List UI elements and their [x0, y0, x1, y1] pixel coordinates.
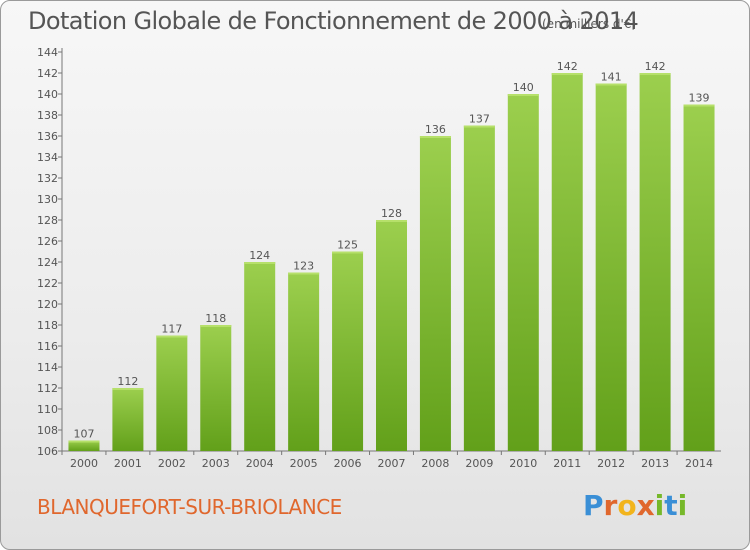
data-label: 112	[117, 375, 138, 388]
data-label: 142	[557, 60, 578, 73]
y-tick-label: 120	[37, 298, 58, 311]
bar-highlight	[68, 440, 100, 443]
y-tick-label: 142	[37, 67, 58, 80]
bar-highlight	[376, 220, 407, 222]
bar-highlight	[683, 104, 715, 107]
bar-highlight	[112, 388, 144, 390]
bar-highlight	[332, 251, 364, 254]
y-tick-label: 128	[37, 214, 58, 227]
y-tick-label: 112	[37, 382, 58, 395]
logo-letter: o	[617, 489, 637, 522]
x-axis: 2000 2001 2002 2003 2004 2005 2006 2007 2008 2009…	[61, 450, 721, 470]
x-tick-label: 2011	[553, 457, 581, 470]
x-tick-label: 2001	[114, 457, 142, 470]
bar-highlight	[507, 94, 539, 96]
proxiti-logo: Proxiti	[583, 489, 687, 522]
y-tick-label: 110	[37, 403, 58, 416]
data-label: 142	[645, 60, 666, 73]
y-tick-label: 134	[37, 151, 58, 164]
x-tick-label: 2000	[70, 457, 98, 470]
data-label: 140	[513, 81, 534, 94]
data-label: 125	[337, 239, 358, 252]
data-label: 128	[381, 207, 402, 220]
data-label: 139	[689, 92, 710, 105]
x-tick-label: 2007	[378, 457, 406, 470]
y-axis: 106 108 110 112 114 116 118 120 122 124 126 128 130 1…	[37, 46, 63, 458]
data-label: 117	[161, 323, 182, 336]
bar-highlight	[200, 325, 232, 327]
bar	[244, 262, 276, 451]
bar	[463, 125, 495, 451]
x-tick-label: 2006	[334, 457, 362, 470]
bar-highlight	[419, 136, 451, 138]
bar	[156, 335, 188, 451]
logo-letter: i	[677, 489, 688, 522]
bar	[288, 272, 320, 451]
bars	[68, 73, 715, 451]
bar	[639, 73, 671, 451]
bar-highlight	[156, 335, 188, 338]
chart-subtitle: (en milliers d'€)	[542, 17, 637, 31]
y-tick-label: 144	[37, 46, 58, 59]
bar	[200, 325, 232, 451]
logo-letter: i	[654, 489, 665, 522]
y-tick-label: 124	[37, 256, 58, 269]
bar-highlight	[639, 73, 671, 75]
y-tick-label: 106	[37, 445, 58, 458]
data-label: 136	[425, 123, 446, 136]
y-tick-label: 126	[37, 235, 58, 248]
y-tick-label: 138	[37, 109, 58, 122]
y-tick-label: 136	[37, 130, 58, 143]
logo-letter: t	[664, 489, 678, 522]
x-tick-label: 2005	[290, 457, 318, 470]
x-tick-label: 2004	[246, 457, 274, 470]
x-tick-label: 2010	[509, 457, 537, 470]
y-tick-label: 140	[37, 88, 58, 101]
bar	[551, 73, 583, 451]
bar	[376, 220, 407, 451]
data-label: 141	[601, 71, 622, 84]
x-tick-label: 2013	[641, 457, 669, 470]
bar-highlight	[551, 73, 583, 75]
data-labels: 107 112 117 118 124 123 125 128 136 137 140 142 141 1…	[73, 60, 709, 441]
bar-highlight	[595, 83, 627, 86]
data-label: 137	[469, 113, 490, 126]
bar-highlight	[463, 125, 495, 128]
bar	[595, 83, 627, 451]
y-tick-label: 108	[37, 424, 58, 437]
x-tick-label: 2008	[421, 457, 449, 470]
x-tick-label: 2003	[202, 457, 230, 470]
logo-letter: x	[636, 489, 655, 522]
x-tick-label: 2012	[597, 457, 625, 470]
bar-highlight	[288, 272, 320, 275]
y-tick-label: 130	[37, 193, 58, 206]
bar	[112, 388, 144, 451]
y-tick-label: 116	[37, 340, 58, 353]
y-tick-label: 122	[37, 277, 58, 290]
data-label: 124	[249, 249, 270, 262]
x-tick-label: 2014	[685, 457, 713, 470]
x-tick-label: 2009	[465, 457, 493, 470]
y-tick-label: 118	[37, 319, 58, 332]
data-label: 123	[293, 260, 314, 273]
x-tick-label: 2002	[158, 457, 186, 470]
bar	[683, 104, 715, 451]
y-tick-label: 132	[37, 172, 58, 185]
data-label: 118	[205, 312, 226, 325]
logo-letter: r	[603, 489, 618, 522]
data-label: 107	[73, 428, 94, 441]
bar	[419, 136, 451, 451]
bar	[507, 94, 539, 451]
bar-highlight	[244, 262, 276, 264]
logo-letter: P	[583, 489, 604, 522]
bar	[332, 251, 364, 451]
commune-name: BLANQUEFORT-SUR-BRIOLANCE	[37, 495, 342, 519]
bar	[68, 440, 100, 451]
y-tick-label: 114	[37, 361, 58, 374]
chart-title: Dotation Globale de Fonctionnement de 20…	[28, 7, 639, 35]
